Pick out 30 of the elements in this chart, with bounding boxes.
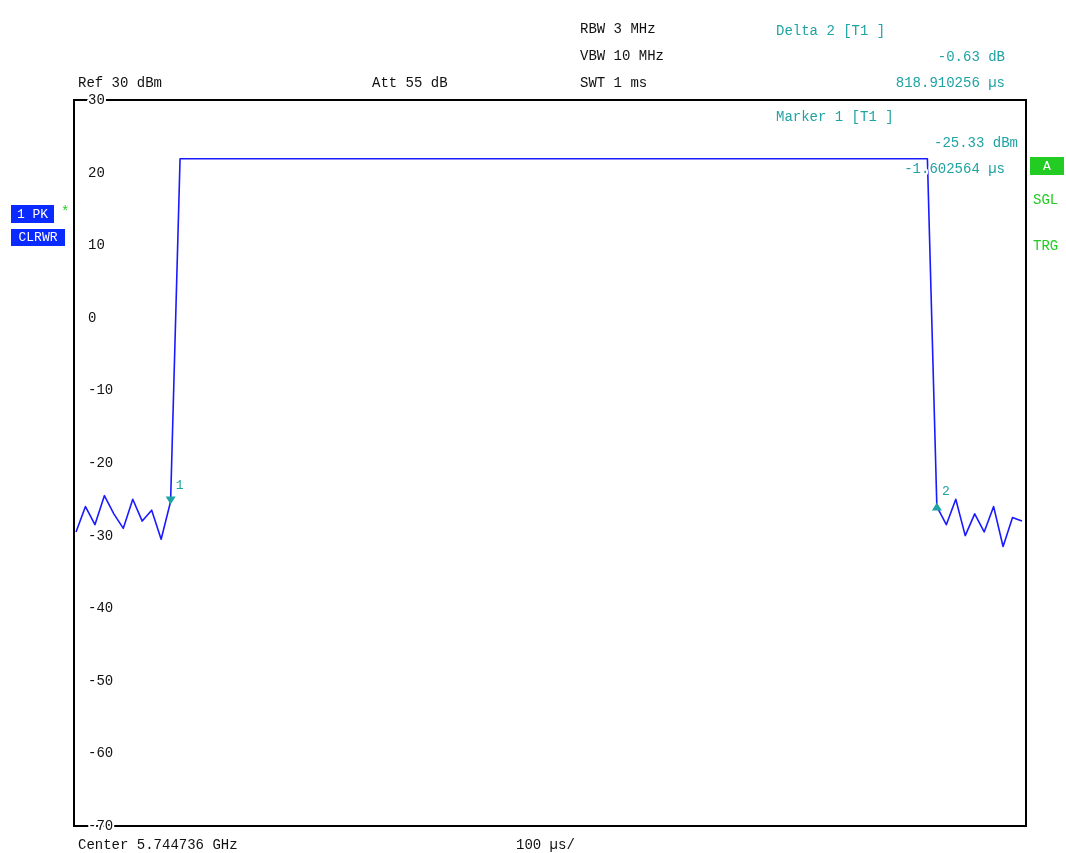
- text: TRG: [1033, 238, 1059, 254]
- annotation: -25.33 dBm: [933, 135, 1018, 151]
- y-tick-label: 20: [88, 164, 105, 181]
- text: RBW 3 MHz: [580, 21, 656, 37]
- text: Att 55 dB: [372, 75, 448, 91]
- text: VBW 10 MHz: [580, 48, 665, 64]
- y-tick-label: -30: [88, 527, 114, 544]
- text: 818.910256 µs: [895, 75, 1005, 91]
- text: 100 µs/: [516, 837, 575, 853]
- text: CLRWR: [18, 230, 58, 245]
- line-series: [75, 158, 1023, 548]
- text: -0.63 dB: [937, 49, 1005, 65]
- text: *: [61, 204, 70, 220]
- text: SWT 1 ms: [580, 75, 648, 91]
- y-tick-label: -50: [88, 672, 114, 689]
- annotation: 1: [175, 478, 184, 494]
- y-tick-label: 10: [88, 237, 105, 254]
- text: Ref 30 dBm: [78, 75, 163, 91]
- annotation: 2: [941, 483, 950, 499]
- y-tick-label: 0: [88, 309, 97, 326]
- y-tick-label: -10: [88, 382, 114, 399]
- text: A: [1043, 158, 1052, 174]
- text: Delta 2 [T1 ]: [776, 23, 886, 39]
- annotation: Marker 1 [T1 ]: [776, 109, 894, 125]
- text: SGL: [1033, 192, 1059, 208]
- y-tick-label: -40: [88, 600, 114, 617]
- text: 1 PK: [16, 206, 49, 222]
- y-tick-label: -60: [88, 745, 114, 762]
- y-tick-label: -20: [88, 455, 114, 471]
- text: Center 5.744736 GHz: [78, 837, 238, 853]
